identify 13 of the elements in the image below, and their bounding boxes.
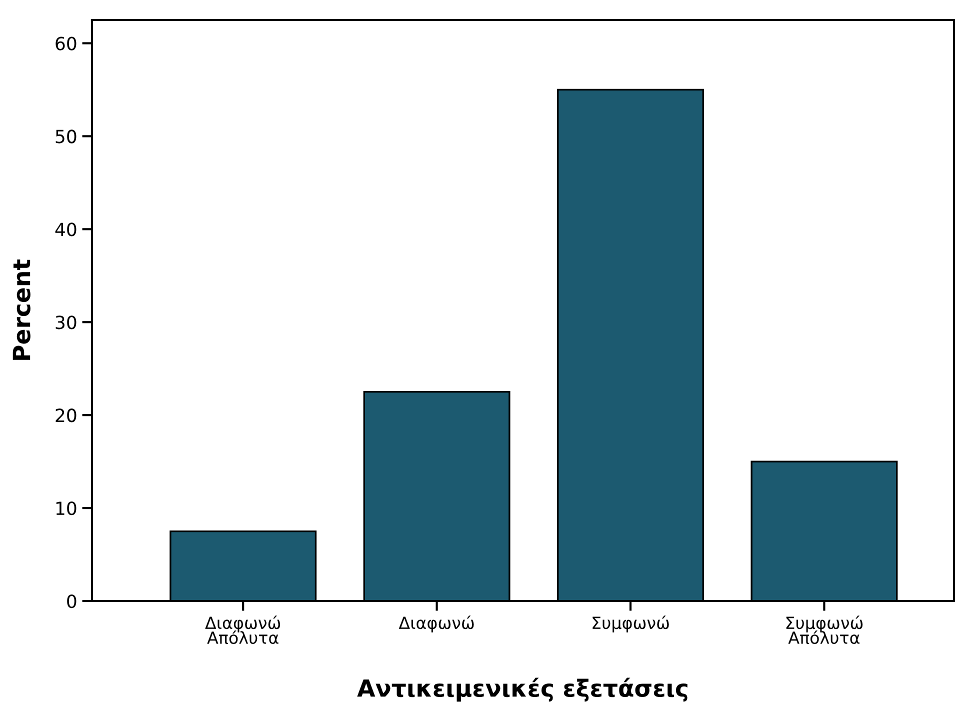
x-tick-label: Συμφωνώ Απόλυτα [786, 616, 863, 644]
y-tick-label: 60 [56, 36, 76, 50]
y-tick-label: 50 [56, 130, 76, 144]
x-tick-label: Συμφωνώ [592, 616, 669, 632]
y-tick-label: 10 [56, 502, 76, 516]
x-tick-label: Διαφωνώ [398, 616, 474, 632]
y-tick-label: 0 [67, 594, 76, 608]
y-tick-label: 40 [55, 222, 76, 236]
y-axis-title: Percent [12, 260, 30, 360]
y-tick-label: 20 [56, 408, 76, 422]
y-tick-label: 30 [56, 316, 76, 330]
x-axis-title: Αντικειμενικές εξετάσεις [357, 678, 688, 702]
x-tick-label: Διαφωνώ Απόλυτα [205, 616, 280, 644]
